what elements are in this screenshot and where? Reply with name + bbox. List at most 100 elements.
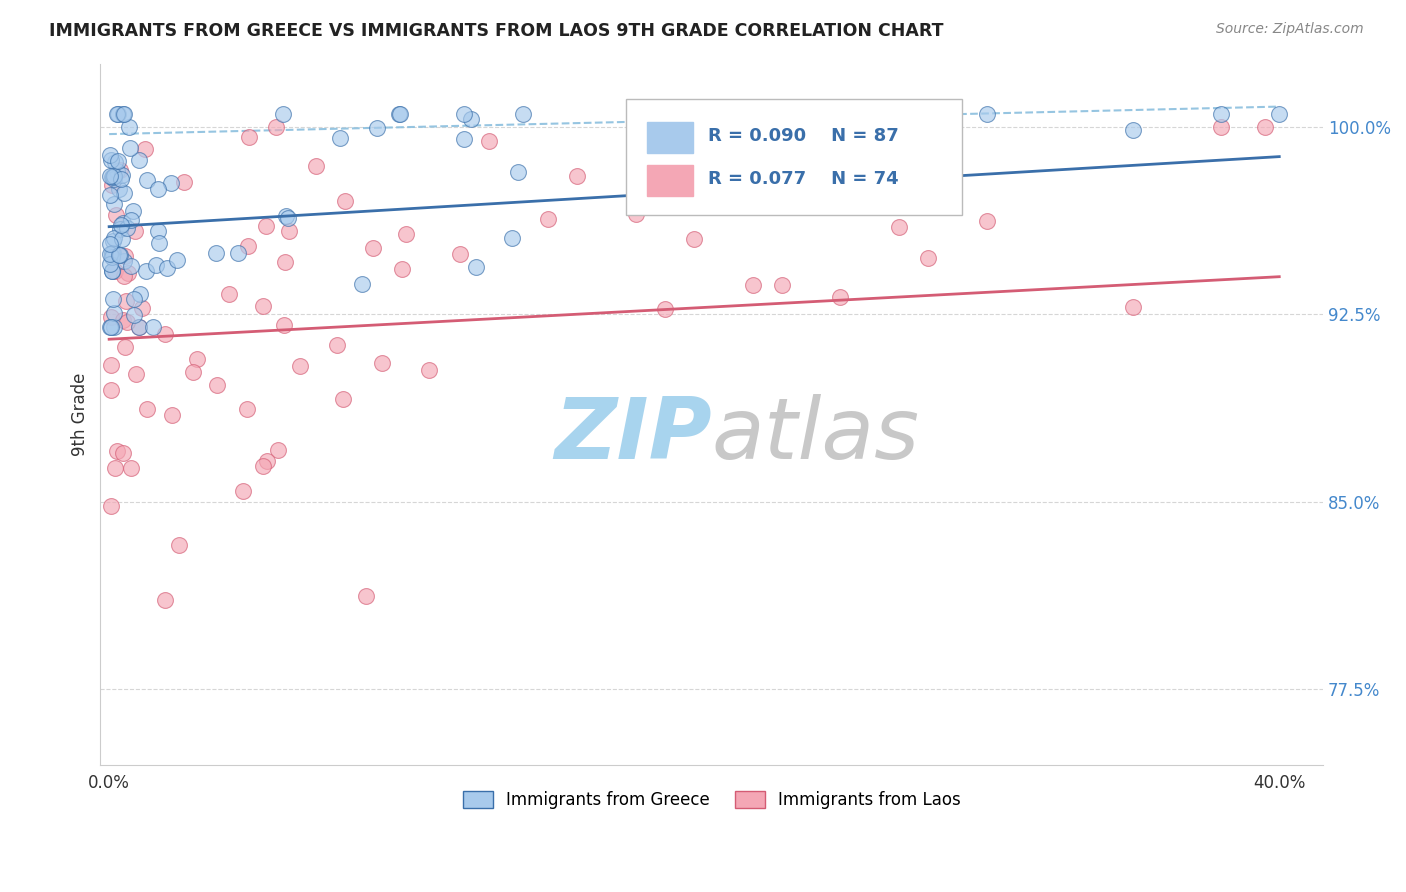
Point <box>501 231 523 245</box>
Point <box>120 141 142 155</box>
Point <box>134 142 156 156</box>
Point <box>145 258 167 272</box>
Point <box>135 264 157 278</box>
Point <box>110 172 132 186</box>
Point <box>1122 122 1144 136</box>
Point <box>112 254 135 268</box>
Point <box>1122 301 1144 315</box>
Point <box>204 246 226 260</box>
Point <box>181 365 204 379</box>
Y-axis label: 9th Grade: 9th Grade <box>72 373 89 456</box>
Point <box>478 134 501 148</box>
Point <box>288 359 311 373</box>
Point <box>108 182 131 196</box>
Point <box>103 292 125 306</box>
Point <box>218 287 240 301</box>
Point <box>453 132 475 146</box>
Point <box>125 368 148 382</box>
Point <box>110 163 132 178</box>
Point <box>100 237 122 252</box>
Point <box>114 249 136 263</box>
Point <box>741 107 763 121</box>
Point <box>131 301 153 316</box>
Point <box>624 107 647 121</box>
Point <box>103 197 125 211</box>
Point <box>135 173 157 187</box>
Text: R = 0.077    N = 74: R = 0.077 N = 74 <box>709 170 898 188</box>
Point <box>111 313 134 327</box>
Bar <box>647 165 693 196</box>
Point <box>129 286 152 301</box>
Point <box>264 120 287 134</box>
Point <box>108 248 131 262</box>
Point <box>115 293 138 308</box>
Point <box>460 112 482 127</box>
Point <box>276 209 298 223</box>
Point <box>103 319 125 334</box>
Point <box>108 248 131 262</box>
Point <box>121 204 143 219</box>
Point <box>418 363 440 377</box>
Point <box>391 262 413 277</box>
Point <box>741 278 763 293</box>
Point <box>231 483 253 498</box>
Point <box>169 538 191 552</box>
Point <box>160 408 183 422</box>
Point <box>111 168 134 182</box>
Text: R = 0.090    N = 87: R = 0.090 N = 87 <box>709 127 898 145</box>
Point <box>567 169 589 183</box>
Point <box>112 269 135 284</box>
Point <box>506 164 529 178</box>
Point <box>111 232 134 246</box>
Point <box>449 247 471 261</box>
Point <box>277 211 299 225</box>
Point <box>101 169 124 184</box>
Text: IMMIGRANTS FROM GREECE VS IMMIGRANTS FROM LAOS 9TH GRADE CORRELATION CHART: IMMIGRANTS FROM GREECE VS IMMIGRANTS FRO… <box>49 22 943 40</box>
Point <box>136 402 159 417</box>
Point <box>465 260 488 275</box>
Point <box>107 107 129 121</box>
Legend: Immigrants from Greece, Immigrants from Laos: Immigrants from Greece, Immigrants from … <box>456 784 967 815</box>
Point <box>236 401 259 416</box>
Point <box>98 188 121 202</box>
Point <box>332 392 354 406</box>
Point <box>205 378 228 392</box>
Point <box>155 592 177 607</box>
Point <box>111 216 134 230</box>
Point <box>976 214 998 228</box>
Point <box>112 186 135 200</box>
Point <box>333 194 356 208</box>
Point <box>252 458 274 473</box>
Point <box>128 320 150 334</box>
Point <box>117 267 139 281</box>
Text: ZIP: ZIP <box>554 393 711 477</box>
Point <box>103 231 125 245</box>
Text: Source: ZipAtlas.com: Source: ZipAtlas.com <box>1216 22 1364 37</box>
Point <box>917 107 939 121</box>
Point <box>156 261 179 276</box>
Point <box>108 222 131 236</box>
Point <box>371 356 394 370</box>
Point <box>111 107 134 121</box>
Point <box>1209 107 1232 121</box>
Point <box>271 107 294 121</box>
Point <box>98 257 121 271</box>
FancyBboxPatch shape <box>626 99 963 215</box>
Bar <box>647 122 693 153</box>
Point <box>146 181 169 195</box>
Point <box>101 251 124 265</box>
Point <box>389 107 412 121</box>
Point <box>103 172 125 186</box>
Point <box>305 159 328 173</box>
Point <box>238 238 260 252</box>
Point <box>120 259 142 273</box>
Point <box>395 227 418 241</box>
Point <box>101 263 124 277</box>
Point <box>128 153 150 167</box>
Point <box>654 302 676 317</box>
Point <box>273 318 295 332</box>
Point <box>105 443 128 458</box>
Point <box>453 107 475 121</box>
Point <box>770 278 793 293</box>
Point <box>352 277 374 291</box>
